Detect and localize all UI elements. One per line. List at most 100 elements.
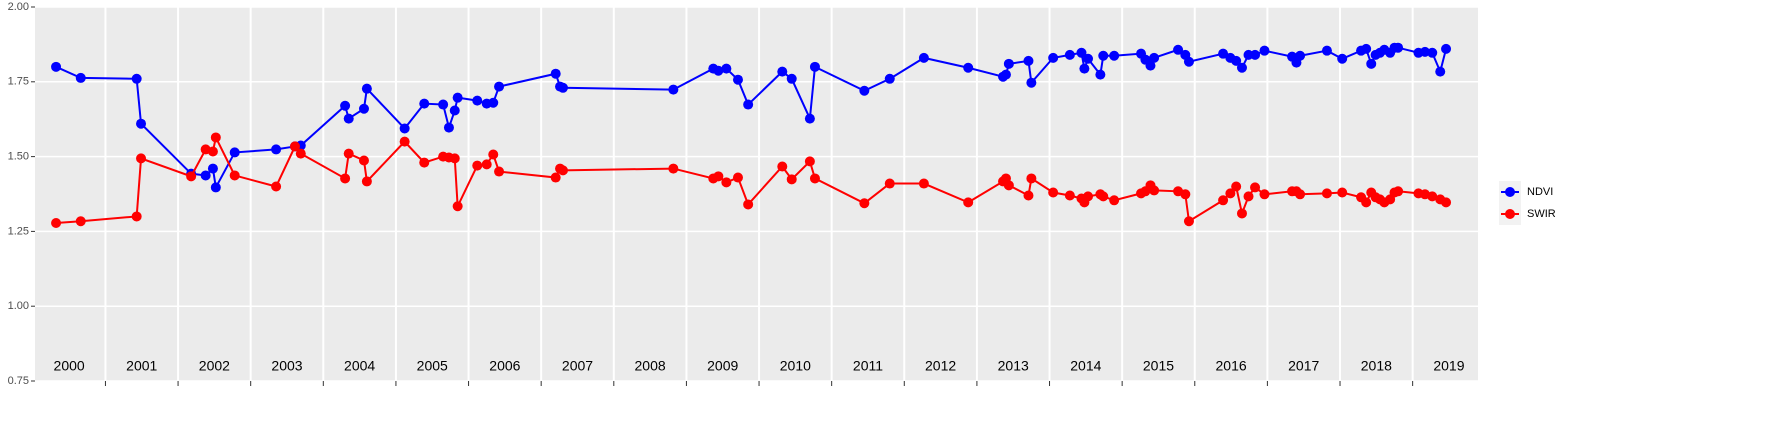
data-point <box>1361 43 1372 54</box>
x-tick-label: 2003 <box>271 358 302 374</box>
legend-label: NDVI <box>1527 186 1553 198</box>
x-tick-label: 2018 <box>1361 358 1392 374</box>
x-tick-label: 2015 <box>1143 358 1174 374</box>
data-point <box>1321 188 1332 199</box>
data-point <box>1026 173 1037 184</box>
data-point <box>271 144 282 155</box>
y-tick-label: 1.50 <box>8 151 29 163</box>
data-point <box>1098 50 1109 61</box>
data-point <box>1079 63 1090 74</box>
data-point <box>75 216 86 227</box>
data-point <box>1173 44 1184 55</box>
data-point <box>550 68 561 79</box>
data-point <box>1183 216 1194 227</box>
y-tick-label: 1.25 <box>8 225 29 237</box>
data-point <box>804 156 815 167</box>
data-point <box>743 199 754 210</box>
data-point <box>1095 69 1106 80</box>
data-point <box>732 172 743 183</box>
data-point <box>452 92 463 103</box>
data-point <box>668 163 679 174</box>
data-point <box>136 153 147 164</box>
data-point <box>131 73 142 84</box>
data-point <box>361 176 372 187</box>
data-point <box>75 72 86 83</box>
data-point <box>200 170 211 181</box>
data-point <box>358 103 369 114</box>
y-tick-label: 1.75 <box>8 76 29 88</box>
x-tick-label: 2004 <box>344 358 375 374</box>
data-point <box>1218 195 1229 206</box>
data-point <box>884 178 895 189</box>
data-point <box>358 155 369 166</box>
data-point <box>186 171 197 182</box>
legend-label: SWIR <box>1527 208 1556 220</box>
data-point <box>419 98 430 109</box>
legend-point <box>1505 187 1515 197</box>
data-point <box>713 171 724 182</box>
y-tick-label: 1.00 <box>8 300 29 312</box>
x-tick-label: 2011 <box>853 358 883 374</box>
data-point <box>1231 181 1242 192</box>
data-point <box>399 123 410 134</box>
data-point <box>1243 191 1254 202</box>
data-point <box>340 100 351 111</box>
legend-point <box>1505 209 1515 219</box>
data-point <box>295 148 306 159</box>
data-point <box>289 141 300 152</box>
data-point <box>210 182 221 193</box>
x-tick-label: 2014 <box>1070 358 1101 374</box>
data-point <box>481 159 492 170</box>
data-point <box>668 84 679 95</box>
data-point <box>786 73 797 84</box>
x-tick-label: 2009 <box>707 358 738 374</box>
data-point <box>963 62 974 73</box>
data-point <box>1427 47 1438 58</box>
data-point <box>1393 42 1404 53</box>
data-point <box>1441 197 1452 208</box>
data-point <box>1361 197 1372 208</box>
data-point <box>918 52 929 63</box>
x-tick-label: 2001 <box>126 358 157 374</box>
data-point <box>1419 46 1430 57</box>
data-point <box>743 99 754 110</box>
x-tick-label: 2012 <box>925 358 956 374</box>
data-point <box>1183 56 1194 67</box>
data-point <box>1064 49 1075 60</box>
data-point <box>1441 43 1452 54</box>
data-point <box>1295 189 1306 200</box>
data-point <box>51 218 62 229</box>
data-point <box>1023 190 1034 201</box>
data-point <box>1048 52 1059 63</box>
data-point <box>229 147 240 158</box>
data-point <box>732 74 743 85</box>
data-point <box>1145 60 1156 71</box>
data-point <box>343 148 354 159</box>
data-point <box>1295 50 1306 61</box>
data-point <box>207 163 218 174</box>
y-tick-label: 0.75 <box>8 375 29 387</box>
x-tick-label: 2008 <box>635 358 666 374</box>
data-point <box>1003 58 1014 69</box>
data-point <box>721 63 732 74</box>
data-point <box>1076 47 1087 58</box>
data-point <box>1225 188 1236 199</box>
data-point <box>1393 186 1404 197</box>
data-point <box>1427 191 1438 202</box>
data-point <box>1109 195 1120 206</box>
data-point <box>777 161 788 172</box>
data-point <box>786 174 797 185</box>
data-point <box>1231 55 1242 66</box>
data-point <box>963 197 974 208</box>
x-tick-label: 2002 <box>199 358 230 374</box>
data-point <box>449 105 460 116</box>
data-point <box>343 113 354 124</box>
data-point <box>1250 182 1261 193</box>
data-point <box>1149 52 1160 63</box>
data-point <box>1149 185 1160 196</box>
data-point <box>777 66 788 77</box>
data-point <box>472 160 483 171</box>
data-point <box>557 165 568 176</box>
data-point <box>340 173 351 184</box>
data-point <box>918 178 929 189</box>
